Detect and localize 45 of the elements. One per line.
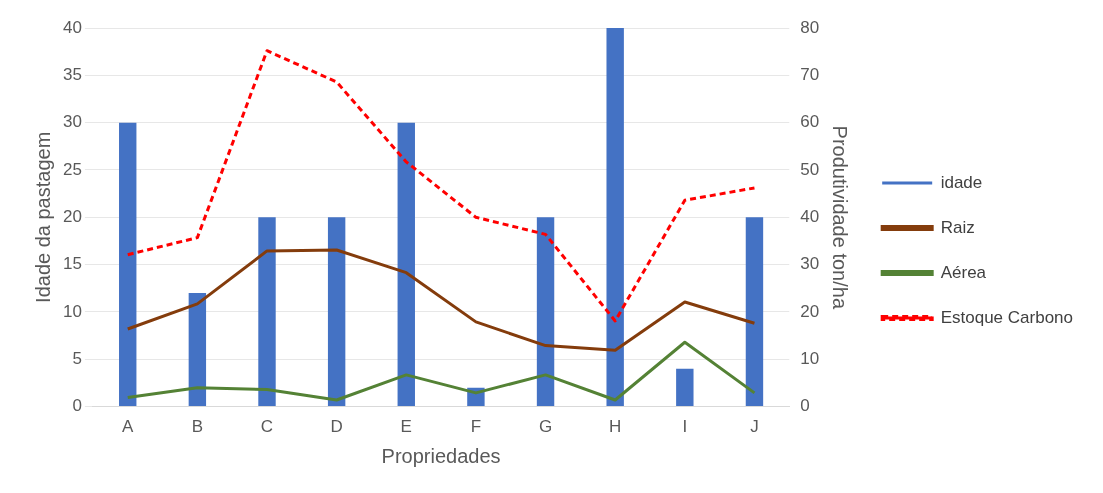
legend-label: Aérea	[940, 262, 987, 282]
y2-tick-label: 50	[800, 159, 820, 179]
y2-tick-label: 0	[800, 396, 810, 416]
x-tick-label: J	[750, 417, 759, 437]
bar	[676, 368, 694, 407]
y-tick-label: 5	[72, 348, 82, 368]
x-tick-label: I	[682, 417, 688, 437]
y2-tick-label: 30	[800, 254, 820, 274]
y2-axis-title: Produtividade ton/ha	[828, 125, 851, 310]
x-axis-title: Propriedades	[381, 444, 501, 467]
bar	[606, 28, 624, 407]
bar	[745, 217, 764, 407]
legend-label: Raiz	[940, 217, 975, 237]
x-tick-label: H	[609, 417, 622, 437]
y-tick-label: 30	[62, 112, 82, 132]
y-tick-label: 35	[62, 65, 82, 85]
x-tick-label: F	[470, 417, 482, 437]
legend-label: idade	[940, 172, 983, 192]
line-series	[126, 49, 756, 323]
bar	[397, 122, 415, 407]
y2-tick-label: 40	[800, 206, 820, 226]
y2-tick-label: 20	[800, 301, 820, 321]
y-tick-label: 40	[62, 17, 82, 37]
y-tick-label: 20	[62, 206, 82, 226]
x-tick-label: B	[191, 417, 204, 437]
bar	[536, 217, 555, 407]
bar	[188, 293, 207, 407]
y2-tick-label: 10	[800, 348, 820, 368]
y2-tick-label: 80	[800, 17, 820, 37]
y-tick-label: 25	[62, 159, 82, 179]
y-tick-label: 15	[62, 254, 82, 274]
y-axis-title: Idade da pastagem	[31, 131, 54, 303]
bar	[327, 217, 346, 407]
x-tick-label: D	[330, 417, 343, 437]
y2-tick-label: 70	[800, 65, 820, 85]
x-tick-label: C	[260, 417, 274, 437]
bar	[258, 217, 276, 407]
bar	[119, 122, 137, 407]
x-tick-label: G	[538, 417, 553, 437]
y-tick-label: 10	[62, 301, 82, 321]
y2-tick-label: 60	[800, 112, 820, 132]
x-tick-label: E	[400, 417, 412, 437]
x-tick-label: A	[122, 417, 135, 437]
legend-label: Estoque Carbono	[940, 307, 1074, 327]
y-tick-label: 0	[72, 396, 82, 416]
